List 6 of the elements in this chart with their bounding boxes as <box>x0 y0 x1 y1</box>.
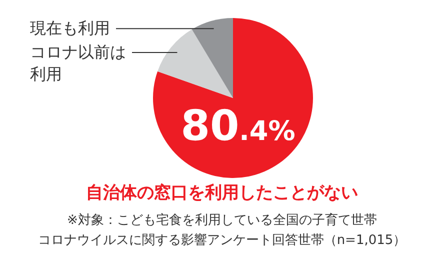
text: コロナウイルスに関する影響アンケート回答世帯（n=1,015） <box>38 233 406 248</box>
slice-label: 現在も利用 <box>30 18 110 38</box>
slice-label: 自治体の窓口を利用したことがない <box>86 183 358 203</box>
slice-label: コロナ以前は利用 <box>30 42 126 84</box>
text: ※対象：こども宅食を利用している全国の子育て世帯 <box>67 212 377 228</box>
data-label: 80.4% <box>180 101 296 150</box>
